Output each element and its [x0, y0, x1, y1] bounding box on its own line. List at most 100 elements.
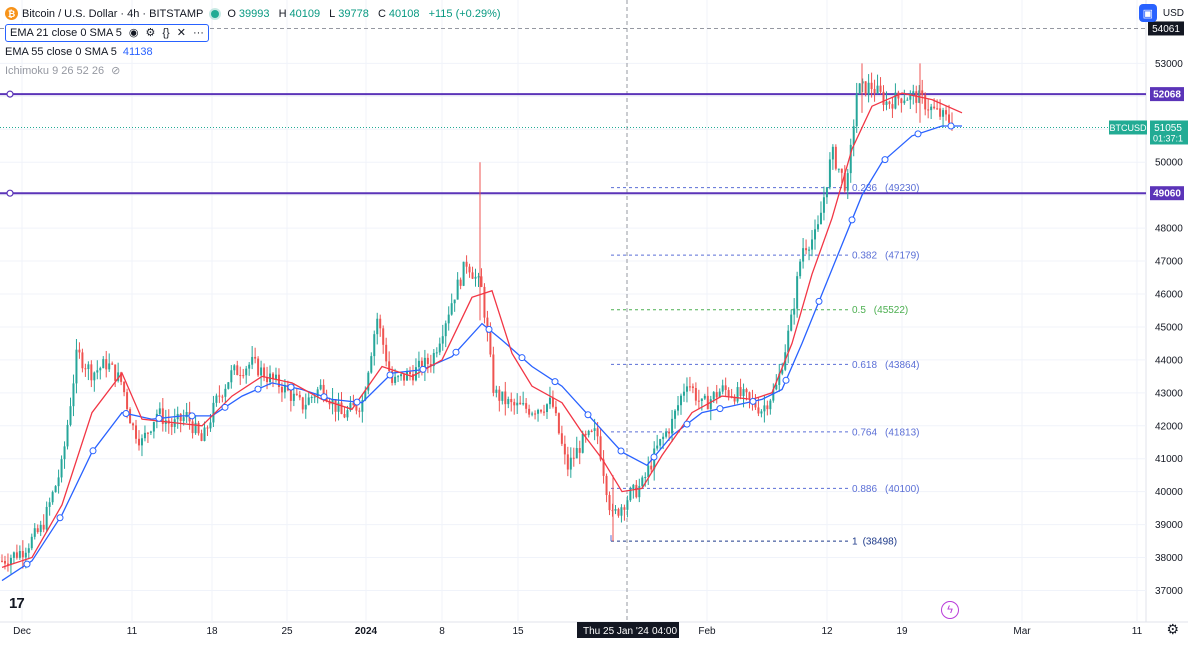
candle-body [873, 89, 876, 94]
sma-marker [749, 397, 757, 405]
symbol-tag [1109, 120, 1147, 135]
candle-body [528, 408, 531, 415]
candle-body [906, 99, 909, 101]
eye-hidden-icon[interactable]: ⊘ [111, 64, 121, 77]
sma-marker [155, 414, 163, 422]
candle-body [406, 371, 409, 381]
candle-body [641, 477, 644, 487]
y-tick-label: 37000 [1155, 586, 1183, 597]
chart-legend: ₿ Bitcoin / U.S. Dollar · 4h · BITSTAMP … [5, 4, 504, 80]
market-status-icon[interactable] [211, 9, 220, 18]
candle-body [135, 425, 138, 439]
candle-body [254, 356, 257, 359]
candle-body [170, 423, 173, 427]
candle-body [697, 400, 700, 402]
candle-body [30, 536, 33, 549]
candle-body [263, 367, 266, 378]
candle-body [438, 343, 441, 353]
candle-body [620, 507, 623, 516]
candle-body [114, 364, 117, 381]
candle-body [230, 370, 233, 383]
y-tick-label: 44000 [1155, 355, 1183, 366]
candle-body [397, 376, 400, 378]
candle-body [760, 411, 763, 414]
sma-marker [683, 420, 691, 428]
level-handle[interactable] [6, 189, 14, 197]
candle-body [382, 328, 385, 345]
indicator-ema21[interactable]: EMA 21 close 0 SMA 5 ◉ ⚙ {} ✕ ··· [5, 23, 504, 42]
candle-body [426, 357, 429, 365]
candle-body [909, 93, 912, 100]
x-tick-label: 18 [206, 626, 218, 637]
candle-body [152, 421, 155, 432]
eye-icon[interactable]: ◉ [128, 26, 139, 39]
sma-marker [485, 325, 493, 333]
candle-body [137, 438, 140, 446]
fib-ratio-label: 0.236 [852, 183, 877, 194]
sma-marker [89, 447, 97, 455]
candle-body [525, 403, 528, 409]
candle-body [108, 363, 111, 370]
candle-body [867, 82, 870, 95]
candle-body [304, 404, 307, 410]
level-price-tag [1150, 87, 1184, 102]
symbol-title[interactable]: Bitcoin / U.S. Dollar · 4h · BITSTAMP [22, 7, 204, 20]
candle-body [388, 361, 391, 372]
source-code-icon[interactable]: {} [162, 26, 170, 39]
candle-body [587, 430, 590, 436]
candle-body [843, 172, 846, 191]
candle-body [757, 407, 760, 414]
candle-body [417, 360, 420, 368]
x-tick-label: 25 [281, 626, 293, 637]
candle-body [420, 360, 423, 371]
sma-marker [452, 348, 460, 356]
candle-body [185, 411, 188, 418]
candle-body [590, 430, 593, 432]
candle-body [927, 109, 930, 111]
candle-body [808, 249, 811, 251]
sma-marker [551, 378, 559, 386]
x-tick-label: 11 [127, 626, 138, 637]
candle-body [12, 552, 15, 558]
candle-body [617, 509, 620, 516]
candle-body [257, 358, 260, 376]
gear-icon[interactable]: ⚙ [1166, 621, 1179, 637]
candle-body [644, 477, 647, 479]
candle-body [236, 365, 239, 376]
level-handle[interactable] [6, 90, 14, 98]
ema21-line [1, 92, 963, 569]
symbol-tag-label: BTCUSD [1109, 123, 1147, 133]
candle-body [769, 400, 772, 410]
tradingview-logo[interactable]: 17 [9, 595, 25, 612]
indicator-ema55[interactable]: EMA 55 close 0 SMA 5 41138 [5, 45, 153, 58]
more-icon[interactable]: ··· [192, 26, 204, 39]
close-icon[interactable]: ✕ [176, 26, 186, 39]
candle-body [626, 500, 629, 510]
candle-body [27, 548, 30, 553]
candle-body [459, 279, 462, 286]
fib-price-label: (43864) [885, 360, 919, 371]
candle-body [179, 413, 182, 422]
candle-body [206, 427, 209, 429]
y-tick-label: 48000 [1155, 224, 1183, 235]
object-tree-icon[interactable]: ▣ [1138, 4, 1157, 22]
fib-ratio-label: 1 [852, 537, 858, 548]
bitcoin-icon: ₿ [5, 7, 18, 20]
candle-body [665, 431, 668, 437]
candle-body [272, 373, 275, 379]
sma-marker [56, 514, 64, 522]
lightning-icon[interactable]: ϟ [941, 601, 959, 619]
candle-body [450, 303, 453, 315]
indicator-ichimoku[interactable]: Ichimoku 9 26 52 26 ⊘ [5, 64, 121, 77]
candle-body [882, 91, 885, 105]
candle-body [727, 390, 730, 397]
gear-icon[interactable]: ⚙ [145, 26, 156, 39]
candle-body [554, 406, 557, 414]
currency-label[interactable]: USD [1162, 7, 1184, 19]
candle-body [87, 364, 90, 370]
candle-body [435, 352, 438, 354]
candle-body [501, 391, 504, 401]
candle-body [679, 395, 682, 406]
y-tick-label: 39000 [1155, 520, 1183, 531]
